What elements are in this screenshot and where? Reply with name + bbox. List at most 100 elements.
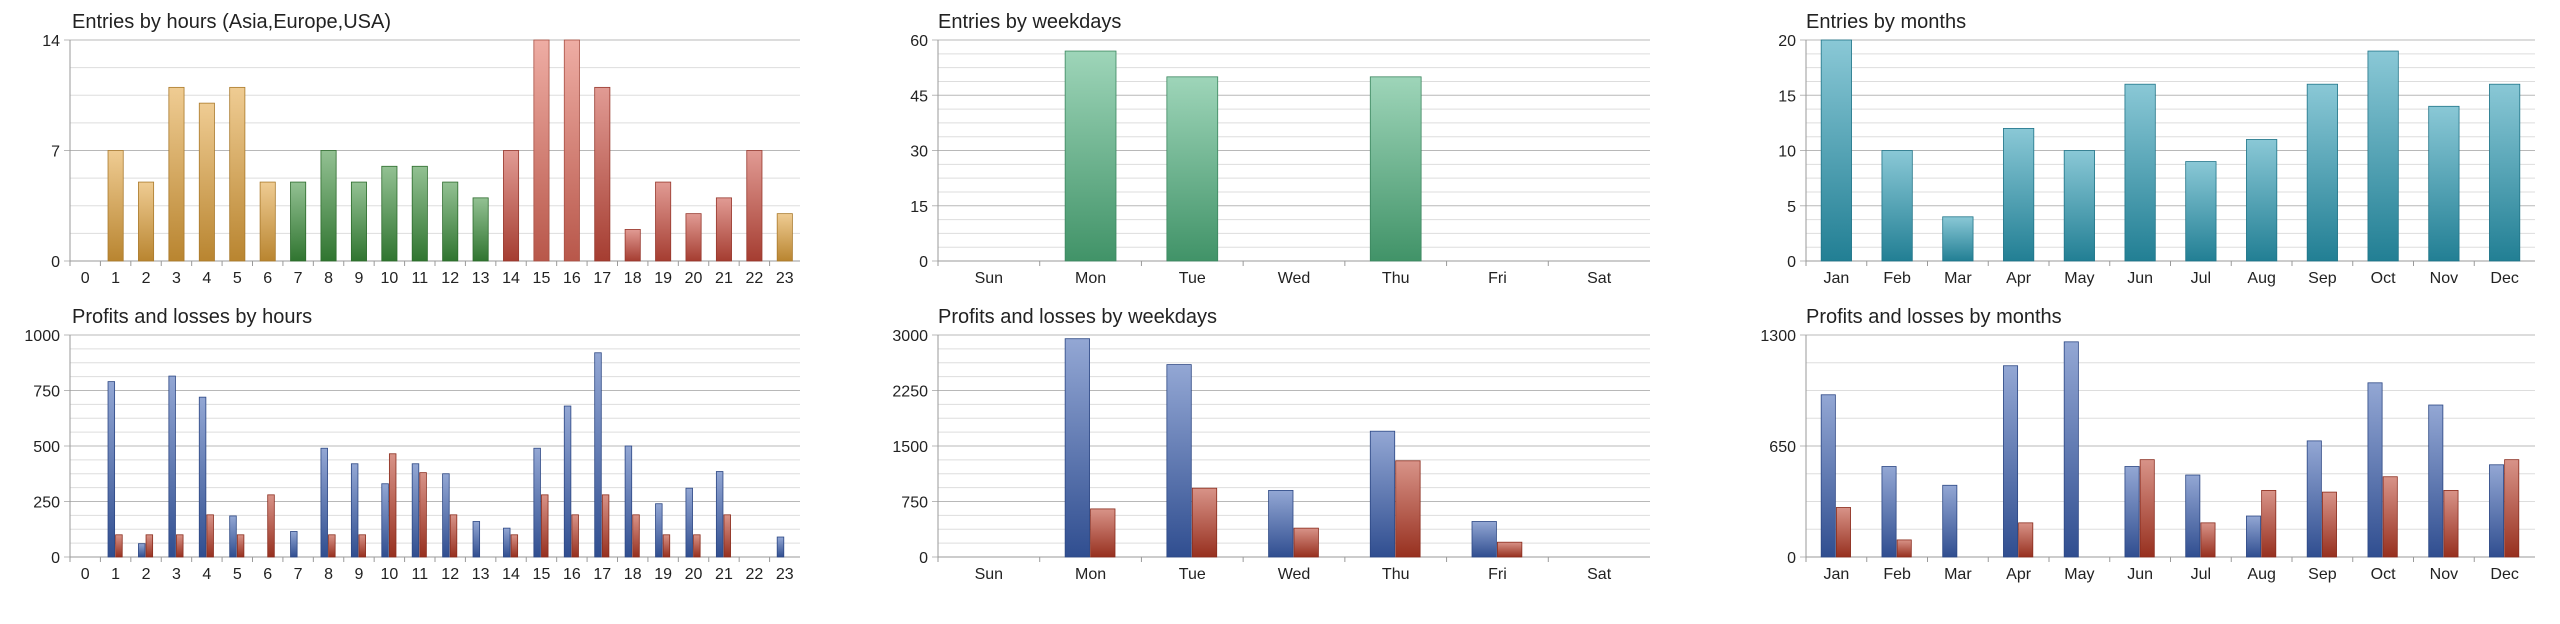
x-tick-label: Mar: [1944, 270, 1972, 287]
x-tick-label: 8: [324, 566, 333, 583]
x-tick-label: Sep: [2308, 270, 2337, 287]
x-tick-label: Nov: [2430, 270, 2458, 287]
y-tick-label: 0: [919, 550, 928, 567]
x-tick-label: 0: [81, 270, 90, 287]
y-tick-label: 1000: [24, 328, 60, 345]
x-tick-label: 5: [233, 566, 242, 583]
y-tick-label: 0: [51, 254, 60, 271]
bar: [685, 487, 693, 558]
bar: [198, 102, 215, 262]
bar: [107, 381, 116, 558]
bar: [442, 181, 459, 262]
bar: [533, 447, 541, 558]
bar: [168, 86, 185, 262]
bar: [571, 514, 579, 558]
bar: [594, 86, 611, 262]
bar: [320, 150, 337, 262]
bar: [533, 39, 550, 262]
bar: [267, 494, 275, 558]
x-tick-label: Sep: [2308, 566, 2337, 583]
entries-weekdays-chart: Entries by weekdays 0 15 30 45 60 Sun Mon Tue Wed…: [910, 11, 1650, 287]
bar: [655, 503, 663, 558]
bar: [1835, 507, 1851, 558]
bar: [503, 527, 511, 558]
bar: [1191, 487, 1218, 558]
bar: [1471, 521, 1497, 558]
bar: [601, 494, 610, 558]
x-tick-label: Sun: [975, 270, 1003, 287]
x-tick-label: Sat: [1587, 270, 1612, 287]
x-tick-label: 2: [142, 270, 151, 287]
x-tick-label: Sat: [1587, 566, 1612, 583]
x-tick-label: 4: [202, 270, 211, 287]
y-tick-label: 20: [1778, 33, 1796, 50]
bar: [1881, 150, 1913, 262]
bar: [1820, 39, 1852, 262]
bar: [1497, 541, 1523, 558]
x-tick-label: Tue: [1179, 270, 1206, 287]
x-tick-label: 7: [294, 270, 303, 287]
x-tick-label: Fri: [1488, 566, 1507, 583]
bar: [2018, 522, 2034, 558]
bar: [510, 534, 519, 558]
x-tick-label: Dec: [2490, 566, 2518, 583]
bar: [138, 181, 155, 262]
x-tick-label: 18: [624, 566, 642, 583]
bar: [2321, 491, 2337, 558]
bar: [2367, 382, 2383, 558]
x-tick-label: 21: [715, 566, 733, 583]
x-tick-label: 21: [715, 270, 733, 287]
x-tick-label: 23: [776, 566, 794, 583]
bar: [1166, 76, 1219, 262]
entries-weekdays-title: Entries by weekdays: [938, 11, 1121, 33]
bar: [563, 39, 580, 262]
bar: [655, 181, 672, 262]
bar: [2063, 150, 2095, 262]
bar: [594, 352, 602, 558]
y-tick-label: 10: [1778, 144, 1796, 161]
x-tick-label: Oct: [2371, 270, 2396, 287]
x-tick-label: 13: [472, 270, 490, 287]
bar: [1820, 394, 1836, 558]
bar: [2246, 139, 2278, 262]
x-tick-label: 15: [533, 270, 551, 287]
x-tick-label: 13: [472, 566, 490, 583]
x-tick-label: 18: [624, 270, 642, 287]
bar: [1942, 216, 1974, 262]
bar: [145, 534, 154, 558]
x-tick-label: 1: [111, 566, 120, 583]
x-tick-label: 3: [172, 270, 181, 287]
bar: [449, 514, 458, 558]
bar: [290, 531, 298, 558]
x-tick-label: Jul: [2191, 270, 2211, 287]
x-tick-label: Oct: [2371, 566, 2396, 583]
x-tick-label: Nov: [2430, 566, 2458, 583]
x-tick-label: Jan: [1823, 566, 1849, 583]
x-tick-label: 17: [593, 270, 611, 287]
x-tick-label: 12: [441, 270, 459, 287]
x-tick-label: Mon: [1075, 566, 1106, 583]
y-tick-label: 0: [51, 550, 60, 567]
x-tick-label: 20: [685, 566, 703, 583]
bar: [2382, 476, 2398, 558]
x-tick-label: Dec: [2490, 270, 2518, 287]
x-tick-label: 1: [111, 270, 120, 287]
bar: [411, 463, 420, 558]
bar: [662, 534, 671, 558]
bar: [2063, 341, 2079, 558]
bar: [2261, 489, 2277, 558]
bar: [472, 521, 481, 558]
bar: [206, 514, 214, 558]
x-tick-label: 20: [685, 270, 703, 287]
bar: [259, 181, 276, 262]
x-tick-label: Jun: [2127, 566, 2153, 583]
x-tick-label: 14: [502, 270, 520, 287]
bar: [2124, 83, 2156, 262]
y-tick-label: 14: [42, 33, 60, 50]
bar: [290, 181, 307, 262]
bar: [723, 514, 731, 558]
bar: [381, 165, 398, 262]
bar: [107, 150, 124, 262]
bar: [715, 197, 732, 262]
bar: [320, 447, 328, 558]
